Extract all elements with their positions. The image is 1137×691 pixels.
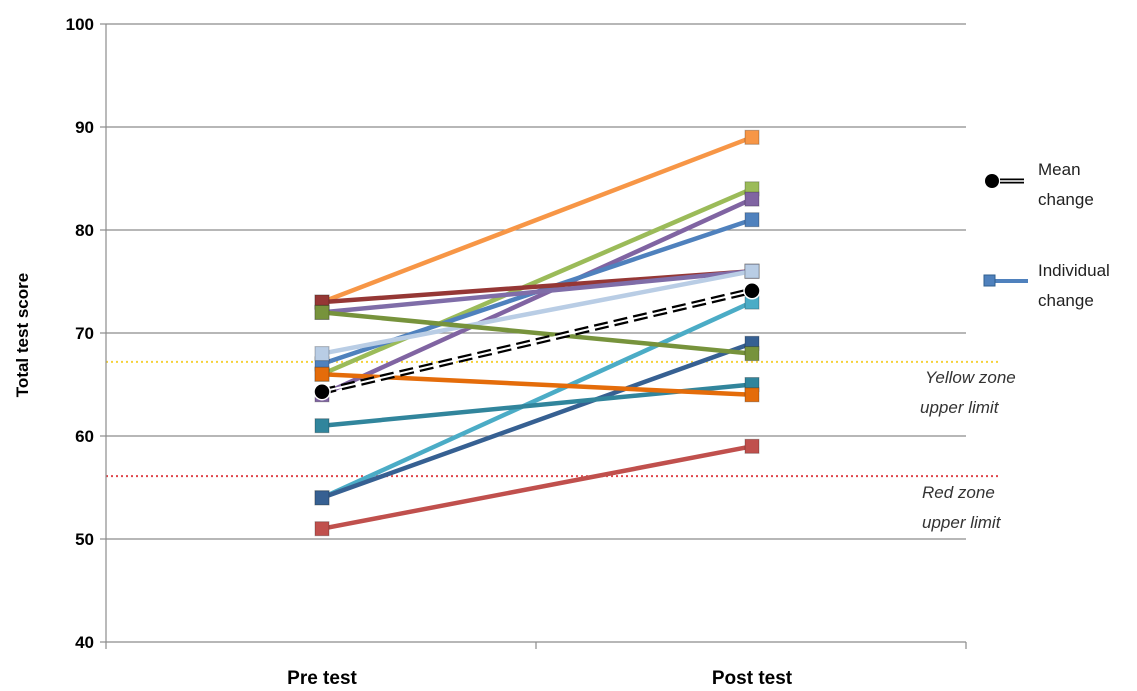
- series-11: [314, 366, 760, 403]
- legend-mean-label-1: Mean: [1038, 160, 1081, 179]
- series-11-point-0: [314, 366, 330, 382]
- series-5-line: [319, 268, 755, 315]
- mean-change-line: [313, 282, 761, 401]
- x-tick-label-1: Post test: [712, 668, 793, 689]
- yellow-zone-label-1: Yellow zone: [925, 368, 1016, 387]
- y-tick-label-50: 50: [75, 530, 94, 549]
- series-3-point-1: [744, 212, 760, 228]
- series-6: [314, 263, 760, 362]
- series-12-point-1: [744, 438, 760, 454]
- legend-individual-marker: [983, 274, 1028, 287]
- y-tick-label-40: 40: [75, 633, 94, 652]
- red-zone-label-1: Red zone: [922, 483, 995, 502]
- series-2-point-1: [744, 191, 760, 207]
- legend-individual-label-1: Individual: [1038, 261, 1110, 280]
- series-10-point-0: [314, 418, 330, 434]
- yellow-zone-label-2: upper limit: [920, 398, 1000, 417]
- y-tick-label-60: 60: [75, 427, 94, 446]
- reference-lines: [106, 360, 1000, 478]
- series-0-line: [319, 135, 755, 305]
- legend-mean-label-2: change: [1038, 190, 1094, 209]
- mean-line-inner: [321, 289, 753, 393]
- legend-mean-marker: [985, 174, 1024, 188]
- red-zone-label-2: upper limit: [922, 513, 1002, 532]
- series-12: [314, 438, 760, 537]
- series-9-point-0: [314, 304, 330, 320]
- legend-individual-label-2: change: [1038, 291, 1094, 310]
- series-1-line: [319, 186, 755, 377]
- y-axis-label: Total test score: [13, 273, 32, 397]
- y-tick-label-100: 100: [66, 15, 94, 34]
- y-tick-label-80: 80: [75, 221, 94, 240]
- series-9: [314, 304, 760, 362]
- mean-point-0: [313, 382, 331, 401]
- y-tick-label-90: 90: [75, 118, 94, 137]
- series-7: [314, 294, 760, 506]
- legend: Mean change Individual change: [983, 160, 1110, 310]
- series-6-line: [319, 268, 755, 356]
- mean-point-1: [743, 282, 761, 300]
- x-tick-label-0: Pre test: [287, 668, 357, 689]
- series-9-line: [319, 310, 755, 356]
- series-8-line: [319, 341, 755, 501]
- series-12-line: [319, 444, 755, 531]
- series-0-point-1: [744, 129, 760, 145]
- series-8-point-0: [314, 490, 330, 506]
- y-tick-label-70: 70: [75, 324, 94, 343]
- axes: 40 50 60 70 80 90 100 Pre test Post test: [66, 15, 967, 689]
- series-6-point-0: [314, 346, 330, 362]
- series-7-line: [319, 299, 755, 501]
- series-9-point-1: [744, 346, 760, 362]
- series-11-point-1: [744, 387, 760, 403]
- series-lines: [314, 129, 760, 537]
- series-6-point-1: [744, 263, 760, 279]
- series-2-line: [319, 196, 755, 398]
- series-12-point-0: [314, 521, 330, 537]
